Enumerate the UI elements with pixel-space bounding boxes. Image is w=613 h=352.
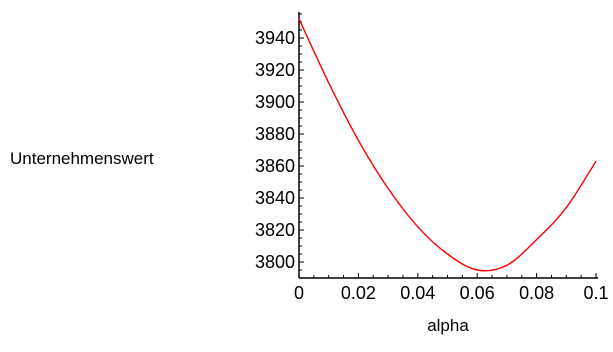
x-tick-label: 0.06 bbox=[460, 283, 495, 303]
x-axis-ticks: 0 0.02 0.04 0.06 0.08 0.1 bbox=[294, 273, 609, 303]
x-tick-label: 0.04 bbox=[400, 283, 435, 303]
y-tick-label: 3860 bbox=[255, 156, 295, 176]
y-tick-label: 3920 bbox=[255, 60, 295, 80]
series-line bbox=[298, 18, 597, 272]
y-tick-label: 3940 bbox=[255, 28, 295, 48]
y-tick-label: 3840 bbox=[255, 188, 295, 208]
x-tick-label: 0.02 bbox=[341, 283, 376, 303]
y-tick-label: 3820 bbox=[255, 220, 295, 240]
x-tick-label: 0.08 bbox=[519, 283, 554, 303]
y-tick-label: 3900 bbox=[255, 92, 295, 112]
y-tick-label: 3800 bbox=[255, 252, 295, 272]
y-axis-ticks: 3800 3820 3840 3860 3880 3900 3920 3940 bbox=[255, 13, 304, 279]
x-axis-title: alpha bbox=[427, 316, 469, 335]
y-tick-label: 3880 bbox=[255, 124, 295, 144]
x-tick-label: 0 bbox=[294, 283, 304, 303]
y-axis-title: Unternehmenswert bbox=[10, 149, 154, 168]
series-group bbox=[298, 18, 597, 272]
x-tick-label: 0.1 bbox=[583, 283, 608, 303]
axes bbox=[298, 12, 598, 279]
